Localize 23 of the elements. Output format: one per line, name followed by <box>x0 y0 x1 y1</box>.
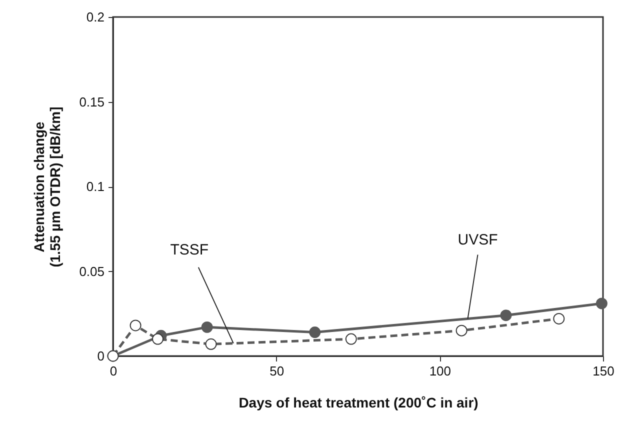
point <box>309 326 321 338</box>
x-tick-label: 0 <box>110 364 118 378</box>
point <box>130 320 142 332</box>
y-axis-title: Attenuation change (1.55 µm OTDR) [dB/km] <box>31 106 64 268</box>
x-tick-label: 50 <box>270 364 284 378</box>
point <box>345 333 357 345</box>
point <box>205 338 217 350</box>
text: TSSF <box>170 241 209 258</box>
point <box>553 312 565 324</box>
y-tick-label: 0.05 <box>79 264 104 279</box>
x-tick-label: 100 <box>429 364 452 378</box>
y-tick-label: 0.1 <box>86 179 104 194</box>
x-tick-label: 150 <box>592 364 614 378</box>
text: UVSF <box>458 232 498 249</box>
point <box>201 321 213 333</box>
y-tick-label: 0.15 <box>79 94 104 110</box>
point <box>456 324 468 336</box>
y-tick-label: 0 <box>97 348 104 364</box>
point <box>596 298 608 310</box>
point <box>152 333 164 345</box>
x-axis-title: Days of heat treatment (200˚C in air) <box>238 394 478 410</box>
point <box>500 310 512 322</box>
y-tick-label: 0.2 <box>86 10 104 24</box>
